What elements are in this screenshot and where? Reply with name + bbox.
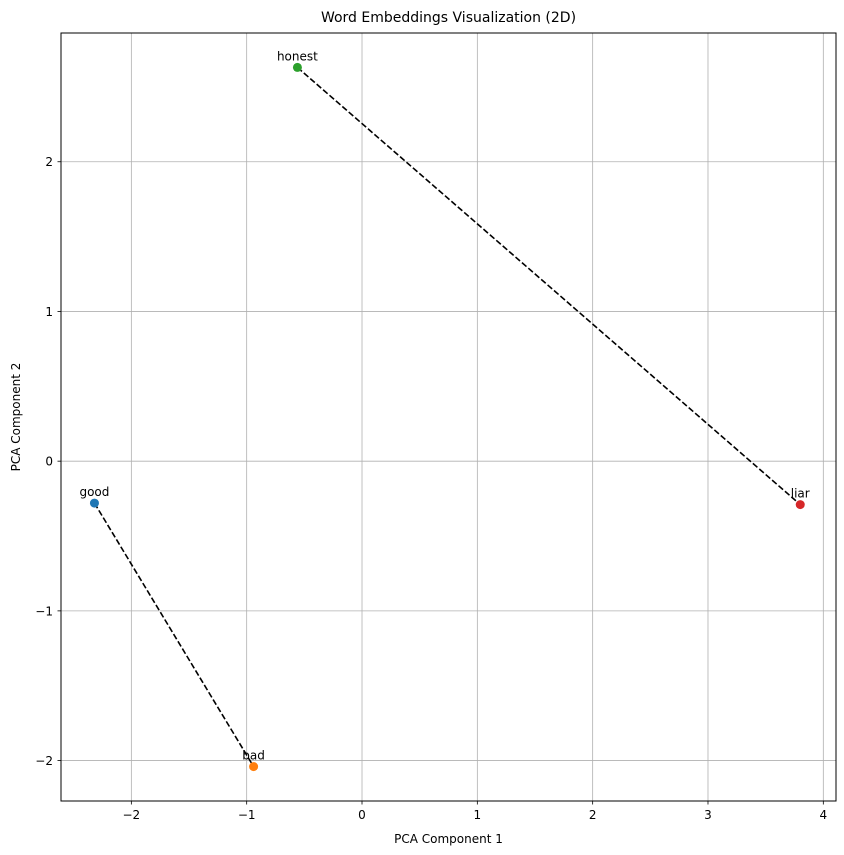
x-tick-label: −2 bbox=[122, 808, 140, 822]
y-axis-label: PCA Component 2 bbox=[9, 363, 23, 472]
point-liar bbox=[795, 500, 805, 510]
point-bad bbox=[249, 762, 259, 772]
x-tick-label: 1 bbox=[474, 808, 482, 822]
plot-frame bbox=[60, 32, 837, 802]
point-good bbox=[89, 498, 99, 508]
chart-title: Word Embeddings Visualization (2D) bbox=[321, 10, 576, 26]
point-label-honest: honest bbox=[277, 49, 318, 63]
x-tick-label: 4 bbox=[819, 808, 827, 822]
axis-ticks: −2 −1 0 1 2 3 4 −2 −1 0 1 2 bbox=[35, 155, 827, 822]
y-tick-label: 2 bbox=[45, 155, 53, 169]
point-label-liar: liar bbox=[791, 487, 810, 501]
x-tick-label: 3 bbox=[704, 808, 712, 822]
point-label-good: good bbox=[79, 485, 109, 499]
x-tick-label: 2 bbox=[589, 808, 597, 822]
point-honest bbox=[292, 62, 302, 72]
x-axis-label: PCA Component 1 bbox=[394, 832, 503, 846]
x-tick-label: 0 bbox=[358, 808, 366, 822]
grid bbox=[61, 33, 836, 801]
y-tick-label: −2 bbox=[35, 754, 53, 768]
x-tick-label: −1 bbox=[238, 808, 256, 822]
point-label-bad: bad bbox=[242, 749, 265, 763]
y-tick-label: 1 bbox=[45, 305, 53, 319]
point-labels: good bad honest liar bbox=[79, 49, 809, 762]
data-points bbox=[89, 62, 805, 772]
pair-lines bbox=[93, 66, 801, 767]
pair-line-honest-liar bbox=[296, 66, 801, 506]
y-tick-label: −1 bbox=[35, 604, 53, 618]
y-tick-label: 0 bbox=[45, 455, 53, 469]
pair-line-good-bad bbox=[93, 502, 255, 767]
